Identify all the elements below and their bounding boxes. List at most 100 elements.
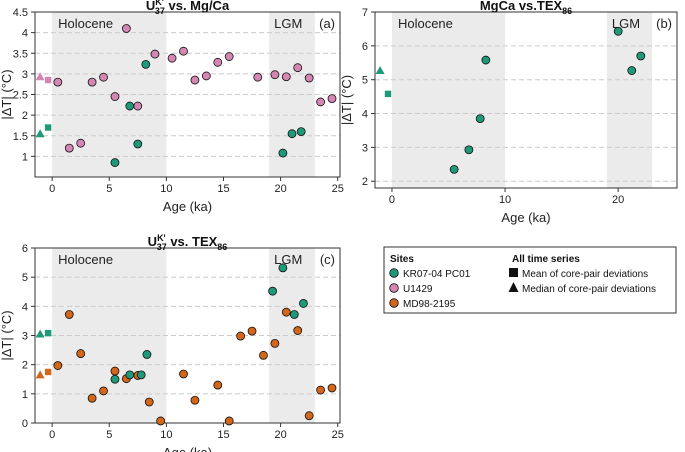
title-sup: K'	[155, 0, 164, 7]
legend-site-label: KR07-04 PC01	[403, 269, 471, 280]
region-label-holocene: Holocene	[58, 252, 113, 267]
x-axis-label: Age (ka)	[163, 199, 212, 214]
panel-c: Holocene LGM 0 1 2 3 4 5 6 0 5 10 15 20 25 Age (ka) |ΔT|…	[0, 233, 344, 452]
data-point	[76, 138, 86, 148]
data-point	[304, 411, 314, 421]
data-point	[281, 72, 291, 82]
data-point	[636, 51, 646, 61]
data-point	[125, 370, 135, 380]
y-tick-label: 1.5	[13, 131, 28, 143]
data-point	[53, 361, 63, 370]
data-point	[121, 24, 131, 33]
x-tick-label: 25	[332, 429, 344, 441]
data-point	[293, 326, 303, 335]
y-tick-label: 2	[22, 110, 28, 122]
y-axis-label: |ΔT| (°C)	[339, 75, 354, 125]
median-marker	[35, 72, 45, 81]
data-point	[316, 385, 325, 395]
legend-site-label: U1429	[403, 284, 433, 295]
data-point	[141, 59, 151, 69]
data-point	[110, 158, 120, 167]
y-tick-label: 2.5	[13, 90, 28, 102]
data-point	[259, 350, 268, 360]
region-label-holocene: Holocene	[398, 16, 453, 31]
title-main: U	[148, 234, 157, 249]
data-point	[133, 101, 143, 111]
y-axis-label: |ΔT| (°C)	[0, 310, 14, 360]
y-tick-label: 2	[362, 176, 368, 188]
median-marker	[35, 329, 45, 338]
chart-title: UK' 37 vs. Mg/Ca	[146, 0, 230, 16]
data-point	[627, 66, 637, 75]
legend-square-marker	[509, 268, 518, 277]
median-marker	[35, 129, 45, 138]
y-tick-label: 1	[22, 389, 28, 401]
axes-frame	[374, 11, 678, 189]
data-point	[142, 350, 152, 359]
data-point	[64, 310, 74, 319]
data-point	[316, 97, 325, 107]
data-point	[110, 366, 120, 376]
data-point	[253, 72, 263, 82]
legend-ts-label: Median of core-pair deviations	[522, 284, 656, 295]
chart-title: MgCa vs.TEX86	[480, 0, 572, 16]
mean-marker	[44, 368, 52, 376]
data-point	[475, 114, 485, 124]
data-point	[87, 393, 97, 403]
x-tick-label: 15	[217, 429, 229, 441]
data-point	[76, 349, 86, 358]
data-point	[179, 46, 188, 56]
y-tick-label: 3	[22, 331, 28, 343]
y-tick-label: 1	[22, 151, 28, 163]
title-sub: 37	[157, 242, 167, 252]
y-tick-label: 4	[22, 28, 28, 40]
legend-site-label: MD98-2195	[403, 299, 456, 310]
data-point	[270, 338, 280, 348]
data-point	[449, 164, 459, 174]
x-tick-label: 25	[332, 183, 344, 195]
region-label-lgm: LGM	[274, 16, 302, 31]
data-point	[190, 75, 200, 85]
data-point	[613, 26, 623, 36]
data-point	[144, 397, 154, 407]
y-axis-label: |ΔT| (°C)	[0, 69, 14, 119]
x-tick-label: 10	[160, 183, 172, 195]
x-tick-label: 0	[49, 183, 55, 195]
region-label-lgm: LGM	[274, 252, 302, 267]
data-point	[125, 101, 135, 111]
panel-label: (b)	[656, 16, 672, 31]
x-axis-label: Age (ka)	[163, 445, 212, 452]
mean-marker	[44, 124, 52, 131]
data-point	[179, 369, 188, 379]
y-tick-label: 3	[362, 142, 368, 154]
x-tick-label: 5	[106, 183, 112, 195]
mean-marker	[44, 329, 52, 337]
y-tick-label: 3	[22, 69, 28, 81]
data-point	[150, 49, 160, 59]
title-rest: vs. Mg/Ca	[165, 0, 230, 13]
data-point	[64, 143, 74, 153]
data-point	[99, 386, 108, 396]
data-point	[236, 331, 246, 341]
x-tick-label: 20	[612, 194, 624, 206]
panel-label: (c)	[320, 252, 335, 267]
x-tick-label: 0	[49, 429, 55, 441]
legend-site-marker	[389, 283, 399, 293]
title-main: MgCa vs.TEX	[480, 0, 563, 13]
legend-triangle-marker	[508, 282, 519, 292]
y-tick-label: 7	[362, 7, 368, 19]
data-point	[190, 395, 200, 405]
data-point	[99, 72, 108, 82]
y-tick-label: 5	[362, 75, 368, 87]
title-sub: 86	[562, 6, 572, 16]
title-rest: vs. TEX	[167, 234, 218, 249]
data-point	[281, 307, 291, 317]
x-tick-label: 15	[217, 183, 229, 195]
data-point	[270, 70, 280, 80]
y-tick-label: 4	[22, 301, 28, 313]
data-point	[278, 263, 288, 273]
x-tick-label: 10	[499, 194, 511, 206]
median-marker	[35, 370, 45, 379]
data-point	[278, 148, 288, 158]
